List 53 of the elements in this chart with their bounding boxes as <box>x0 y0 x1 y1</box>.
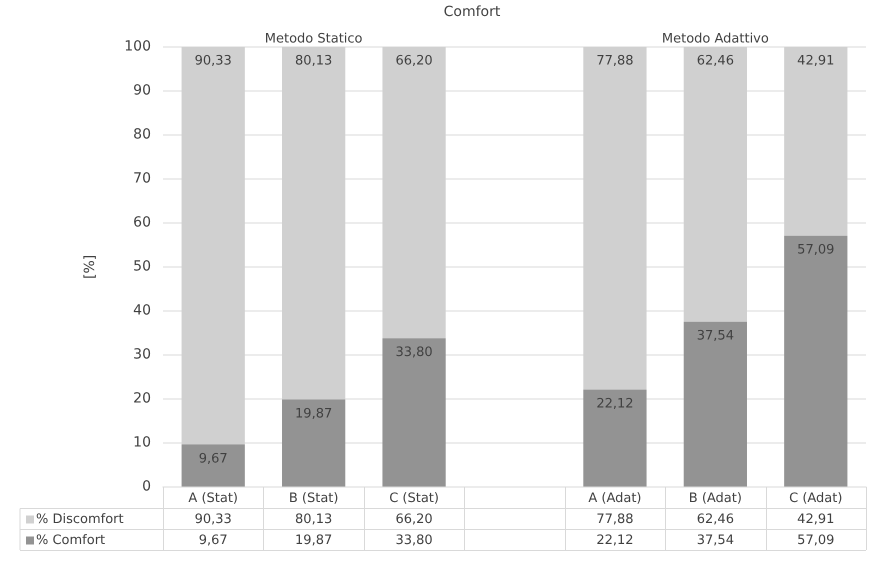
x-tick-label: A (Adat) <box>588 490 642 506</box>
y-tick-label: 80 <box>133 126 151 142</box>
data-label: 90,33 <box>194 512 232 527</box>
bar <box>684 322 747 486</box>
legend-label: % Comfort <box>36 532 106 548</box>
text: 9,67 <box>198 451 228 466</box>
x-tick-label: B (Adat) <box>688 490 742 506</box>
y-tick-label: 20 <box>133 390 151 407</box>
text: 42,91 <box>797 54 834 69</box>
y-tick-label: 10 <box>133 434 151 451</box>
bar <box>784 236 848 486</box>
bar <box>282 400 346 486</box>
y-tick-label: 50 <box>133 258 151 275</box>
y-tick-label: 100 <box>124 38 151 54</box>
data-label: 66,20 <box>395 512 433 527</box>
text: 37,54 <box>696 328 734 344</box>
bar <box>182 444 245 486</box>
x-tick-label: C (Stat) <box>389 490 439 506</box>
text: 57,09 <box>797 242 834 258</box>
text: 77,88 <box>596 54 634 69</box>
y-tick-label: 30 <box>133 346 151 363</box>
legend-label: % Discomfort <box>36 512 124 527</box>
y-axis-title: [%] <box>82 254 98 280</box>
text: 33,80 <box>395 345 433 360</box>
text: 22,12 <box>596 396 634 412</box>
y-tick-label: 40 <box>133 302 151 319</box>
data-label: 80,13 <box>295 512 332 527</box>
bar <box>583 390 647 486</box>
chart-title: Comfort <box>444 4 501 20</box>
y-tick-label: 0 <box>142 478 151 495</box>
x-tick-label: B (Stat) <box>288 490 338 506</box>
data-label: 22,12 <box>596 532 634 548</box>
text: Metodo Adattivo <box>662 32 769 47</box>
data-label: 57,09 <box>797 532 834 548</box>
text: 80,13 <box>295 54 332 69</box>
data-label: 42,91 <box>797 512 834 527</box>
data-label: 9,67 <box>198 532 228 548</box>
data-label: 37,54 <box>696 532 734 548</box>
x-tick-label: C (Adat) <box>789 490 842 506</box>
text: 19,87 <box>295 406 332 422</box>
text: 90,33 <box>194 54 232 69</box>
data-label: 62,46 <box>696 512 734 527</box>
data-label: 77,88 <box>596 512 634 527</box>
text: 66,20 <box>395 54 433 69</box>
data-label: 33,80 <box>395 532 433 548</box>
text: 62,46 <box>696 54 734 69</box>
y-tick-label: 70 <box>133 170 151 186</box>
y-tick-label: 90 <box>133 82 151 98</box>
bar <box>382 338 446 486</box>
x-tick-label: A (Stat) <box>188 490 238 506</box>
text: Metodo Statico <box>264 32 363 47</box>
data-label: 19,87 <box>295 532 332 548</box>
y-tick-label: 60 <box>133 214 151 231</box>
